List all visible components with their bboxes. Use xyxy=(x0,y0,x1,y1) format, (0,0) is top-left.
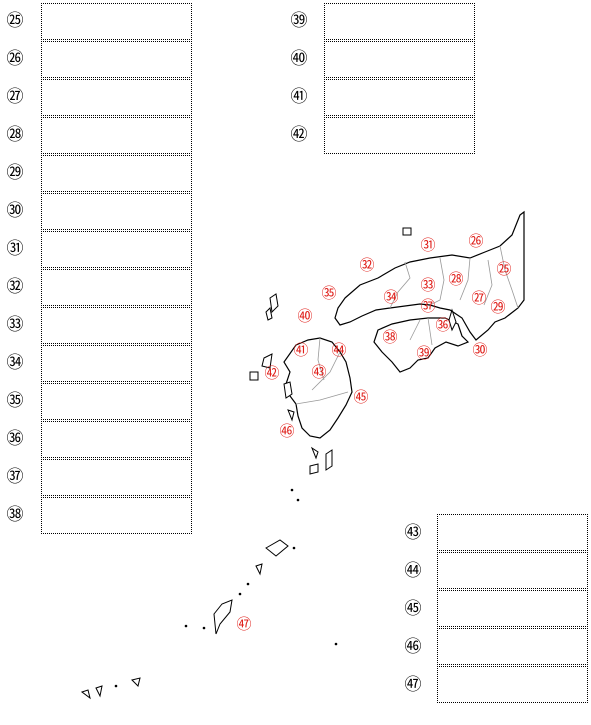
map-number-label: ㉚ xyxy=(472,341,487,359)
number-label: ㉙ xyxy=(6,163,24,183)
map-number-label: ㉙ xyxy=(490,298,505,316)
answer-box[interactable] xyxy=(437,590,588,627)
map-number-label: ㊴ xyxy=(416,344,431,362)
answer-box[interactable] xyxy=(324,3,475,40)
number-label: ㊲ xyxy=(6,467,24,487)
map-number-label: ㊶ xyxy=(293,341,308,359)
map-number-label: ㉜ xyxy=(359,256,374,274)
map-number-label: ㊷ xyxy=(264,364,279,382)
map-number-label: ㉛ xyxy=(420,236,435,254)
number-label: ㉗ xyxy=(6,87,24,107)
map-number-label: ㊱ xyxy=(435,316,450,334)
map-number-label: ㉗ xyxy=(471,289,486,307)
number-label: ㊳ xyxy=(6,505,24,525)
map-number-label: ㊼ xyxy=(236,615,251,633)
number-label: ㉝ xyxy=(6,315,24,335)
answer-box[interactable] xyxy=(437,666,588,703)
answer-box[interactable] xyxy=(41,307,192,344)
answer-box[interactable] xyxy=(41,345,192,382)
number-label: ㉞ xyxy=(6,353,24,373)
map-number-label: ㊻ xyxy=(279,422,294,440)
map-number-label: ㉟ xyxy=(321,284,336,302)
answer-box[interactable] xyxy=(41,155,192,192)
answer-box[interactable] xyxy=(324,117,475,154)
answer-box[interactable] xyxy=(437,514,588,551)
map-number-label: ㊹ xyxy=(331,341,346,359)
number-label: ㊼ xyxy=(404,675,422,695)
answer-box[interactable] xyxy=(41,193,192,230)
number-label: ㉖ xyxy=(6,49,24,69)
map-number-label: ㊺ xyxy=(353,388,368,406)
answer-box[interactable] xyxy=(41,117,192,154)
map-number-label: ㉘ xyxy=(448,270,463,288)
number-label: ㊶ xyxy=(290,87,308,107)
answer-box[interactable] xyxy=(437,628,588,665)
answer-box[interactable] xyxy=(41,79,192,116)
number-label: ㉚ xyxy=(6,201,24,221)
number-label: ㊱ xyxy=(6,429,24,449)
answer-box[interactable] xyxy=(437,552,588,589)
map-number-label: ㊵ xyxy=(297,307,312,325)
answer-box[interactable] xyxy=(41,421,192,458)
number-label: ㊷ xyxy=(290,125,308,145)
number-label: ㊸ xyxy=(404,523,422,543)
number-label: ㉘ xyxy=(6,125,24,145)
number-label: ㉕ xyxy=(6,11,24,31)
answer-box[interactable] xyxy=(41,231,192,268)
map-number-label: ㉖ xyxy=(468,232,483,250)
number-label: ㉛ xyxy=(6,239,24,259)
answer-box[interactable] xyxy=(41,41,192,78)
number-label: ㊻ xyxy=(404,637,422,657)
number-label: ㉜ xyxy=(6,277,24,297)
answer-box[interactable] xyxy=(41,459,192,496)
number-label: ㉟ xyxy=(6,391,24,411)
number-label: ㊹ xyxy=(404,561,422,581)
map-number-label: ㉝ xyxy=(420,276,435,294)
answer-box[interactable] xyxy=(41,383,192,420)
answer-box[interactable] xyxy=(324,41,475,78)
answer-box[interactable] xyxy=(41,3,192,40)
map-number-label: ㊳ xyxy=(382,328,397,346)
map-number-label: ㉞ xyxy=(383,288,398,306)
answer-box[interactable] xyxy=(41,269,192,306)
answer-box[interactable] xyxy=(324,79,475,116)
map-number-label: ㊸ xyxy=(311,363,326,381)
number-label: ㊺ xyxy=(404,599,422,619)
honshu-outline xyxy=(334,210,525,341)
number-label: ㊴ xyxy=(290,11,308,31)
map-number-label: ㉕ xyxy=(496,260,511,278)
map-number-label: ㊲ xyxy=(420,297,435,315)
number-label: ㊵ xyxy=(290,49,308,69)
answer-box[interactable] xyxy=(41,497,192,534)
